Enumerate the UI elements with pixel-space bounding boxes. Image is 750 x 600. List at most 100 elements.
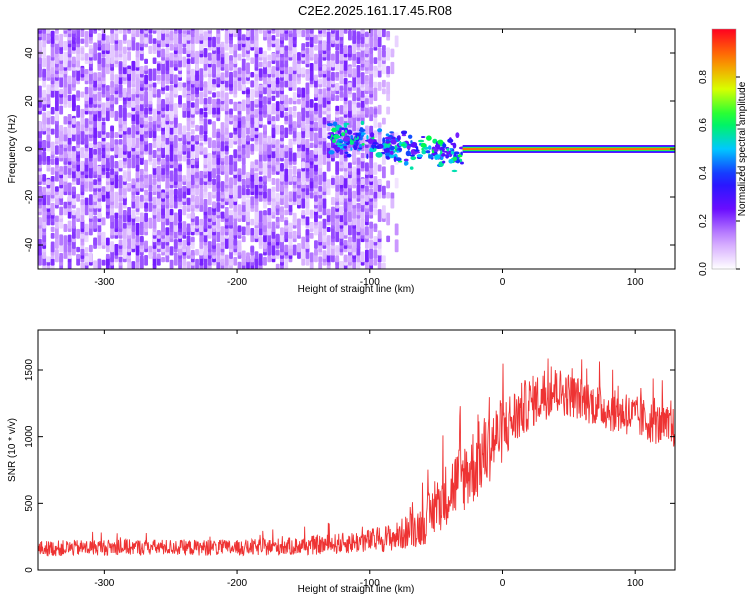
spectrogram-cell: [229, 45, 233, 54]
spectrogram-cell: [182, 144, 187, 152]
spectrogram-cell: [335, 83, 340, 91]
spectrogram-cell: [425, 150, 431, 154]
spectrogram-cell: [348, 209, 352, 222]
spectrogram-cell: [364, 185, 369, 192]
spectrogram-cell: [93, 179, 98, 185]
spectrogram-cell: [373, 57, 378, 65]
spectrogram-cell: [220, 211, 225, 219]
spectrogram-cell: [267, 188, 272, 202]
spectrogram-cell: [182, 103, 187, 112]
spectrogram-cell: [284, 80, 289, 88]
spectrogram-cell: [305, 257, 310, 266]
spectrogram-cell: [267, 135, 272, 145]
spectrogram-cell: [373, 81, 378, 88]
spectrogram-cell: [114, 212, 119, 219]
spectrogram-cell: [139, 212, 144, 222]
spectrogram-cell: [410, 140, 413, 144]
spectrogram-cell: [267, 61, 272, 68]
spectrogram-cell: [318, 256, 323, 263]
spectrogram-cell: [284, 259, 289, 269]
spectrogram-cell: [93, 160, 98, 172]
spectrogram-cell: [390, 61, 395, 75]
spectrogram-cell: [71, 145, 76, 152]
spectrogram-cell: [358, 128, 366, 133]
spectrogram-cell: [297, 29, 301, 34]
spectrogram-cell: [359, 135, 363, 141]
spectrogram-cell: [369, 248, 374, 259]
spectrogram-cell: [318, 88, 323, 95]
spectrogram-frame: [37, 28, 676, 270]
spectrogram-cell: [334, 146, 341, 151]
spectrogram-cell: [254, 108, 259, 115]
snr-y-tick-label: 1000: [24, 425, 35, 448]
spectrogram-cell: [356, 34, 361, 41]
spectrogram-cell: [426, 135, 432, 141]
spectrogram-cell: [335, 175, 340, 182]
spectrogram-cell: [97, 142, 102, 149]
spectrogram-cell: [263, 234, 267, 243]
spectrogram-cell: [80, 199, 85, 206]
spectrogram-cell: [144, 221, 148, 229]
spectrogram-cell: [199, 218, 204, 226]
spectrogram-cell: [280, 126, 284, 132]
spectrogram-cell: [63, 174, 68, 182]
spectrogram-cell: [105, 142, 110, 149]
spectrogram-cell: [46, 110, 51, 118]
spectrogram-cell: [152, 38, 157, 44]
spectrogram-cell: [144, 178, 148, 185]
spectrogram-cell: [369, 188, 374, 196]
spectrogram-cell: [364, 226, 369, 236]
spectrogram-cell: [341, 132, 346, 137]
spectrogram-cell: [366, 134, 369, 140]
spectrogram-cell: [258, 68, 263, 78]
spectrogram-cell: [263, 241, 267, 249]
spectrogram-cell: [284, 115, 289, 122]
spectrogram-cell: [343, 82, 348, 91]
spectrogram-cell: [271, 35, 276, 41]
spectrogram-cell: [63, 223, 68, 233]
spectrogram-cell: [173, 103, 178, 115]
spectrogram-cell: [271, 199, 276, 212]
spectrogram-cell: [182, 87, 187, 98]
snr-x-tick-label: -300: [94, 578, 114, 589]
spectrogram-cell: [280, 227, 284, 236]
spectrogram-cell: [233, 44, 238, 51]
spectrogram-cell: [212, 63, 216, 75]
spectrogram-cell: [173, 189, 178, 196]
spectrogram-cell: [449, 148, 453, 151]
spectrogram-cell: [322, 207, 327, 216]
spectrogram-cell: [410, 141, 418, 148]
spectrogram-cell: [284, 220, 289, 226]
spectrogram-cell: [237, 103, 242, 112]
spectrogram-cell: [331, 196, 335, 206]
spectrogram-cell: [169, 84, 174, 91]
spectrogram-cell: [122, 46, 127, 54]
spectrogram-cell: [271, 52, 276, 61]
spectrogram-cell: [448, 158, 454, 164]
spectrogram-cell: [144, 212, 148, 222]
spectrogram-cell: [173, 212, 178, 226]
spectrogram-cell: [190, 212, 195, 219]
spectrogram-cell: [207, 227, 212, 236]
spectrogram-cell: [322, 65, 327, 71]
spectrogram-cell: [42, 43, 47, 58]
spectrogram-cell: [224, 236, 229, 249]
spectrogram-cell: [381, 45, 386, 51]
spectrogram-cell: [309, 63, 314, 71]
spectrogram-cell: [216, 218, 221, 229]
spectrogram-cell: [80, 248, 85, 256]
spectrogram-cell: [50, 141, 55, 152]
colorbar-tick-label: 0.8: [698, 70, 709, 84]
spectrogram-cell: [63, 86, 68, 98]
spectrogram-cell: [88, 84, 93, 98]
snr-frame: [37, 329, 676, 571]
spectrogram-cell: [220, 164, 225, 172]
spectrogram-cell: [63, 201, 68, 209]
spectrogram-cell: [314, 102, 318, 112]
spectrogram-cell: [59, 244, 64, 253]
spectrogram-cell: [71, 209, 76, 216]
spectrogram-cell: [250, 218, 255, 226]
spectrogram-cell: [275, 263, 280, 269]
spectrogram-cell: [263, 125, 267, 132]
spectrogram-cell: [377, 179, 382, 185]
